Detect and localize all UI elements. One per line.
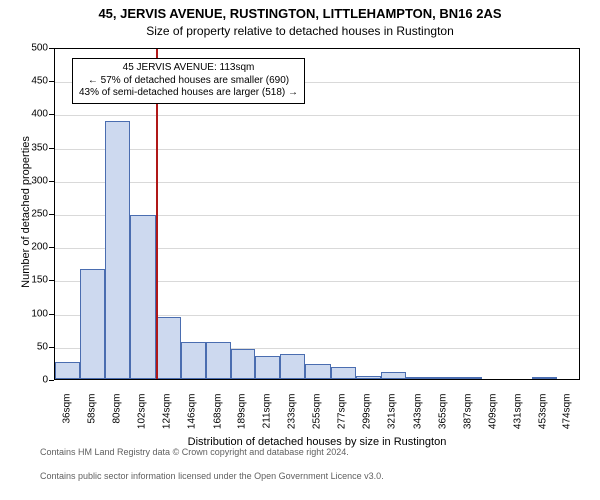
annotation-line3: 43% of semi-detached houses are larger (…: [79, 87, 298, 100]
histogram-bar: [80, 269, 105, 379]
histogram-bar: [156, 317, 181, 379]
gridline: [55, 182, 579, 183]
histogram-bar: [406, 377, 431, 379]
footer-line1: Contains HM Land Registry data © Crown c…: [40, 447, 580, 459]
histogram-bar: [305, 364, 330, 379]
histogram-bar: [105, 121, 130, 379]
footer-line2: Contains public sector information licen…: [40, 471, 580, 483]
histogram-bar: [206, 342, 231, 379]
histogram-bar: [456, 377, 481, 379]
histogram-bar: [55, 362, 80, 379]
ytick-mark: [49, 347, 54, 348]
ytick-mark: [49, 280, 54, 281]
chart-title-line1: 45, JERVIS AVENUE, RUSTINGTON, LITTLEHAM…: [0, 6, 600, 21]
gridline: [55, 149, 579, 150]
ytick-label: 50: [22, 341, 48, 352]
histogram-bar: [280, 354, 305, 379]
histogram-bar: [532, 377, 557, 379]
ytick-mark: [49, 247, 54, 248]
annotation-line1: 45 JERVIS AVENUE: 113sqm: [79, 62, 298, 75]
ytick-mark: [49, 214, 54, 215]
histogram-bar: [130, 215, 155, 379]
histogram-bar: [381, 372, 406, 379]
histogram-bar: [255, 356, 280, 379]
ytick-mark: [49, 81, 54, 82]
histogram-bar: [356, 376, 381, 379]
y-axis-label: Number of detached properties: [20, 82, 32, 342]
histogram-bar: [231, 349, 255, 379]
histogram-bar: [331, 367, 356, 379]
ytick-mark: [49, 48, 54, 49]
ytick-label: 0: [22, 375, 48, 386]
chart-container: 45, JERVIS AVENUE, RUSTINGTON, LITTLEHAM…: [0, 0, 600, 500]
annotation-line2: ← 57% of detached houses are smaller (69…: [79, 75, 298, 88]
footer-text: Contains HM Land Registry data © Crown c…: [40, 436, 580, 494]
ytick-mark: [49, 181, 54, 182]
ytick-mark: [49, 380, 54, 381]
histogram-bar: [431, 377, 456, 379]
ytick-mark: [49, 114, 54, 115]
gridline: [55, 115, 579, 116]
histogram-bar: [181, 342, 206, 379]
ytick-mark: [49, 314, 54, 315]
chart-title-line2: Size of property relative to detached ho…: [0, 24, 600, 38]
annotation-box: 45 JERVIS AVENUE: 113sqm ← 57% of detach…: [72, 58, 305, 104]
ytick-mark: [49, 148, 54, 149]
ytick-label: 500: [22, 43, 48, 54]
